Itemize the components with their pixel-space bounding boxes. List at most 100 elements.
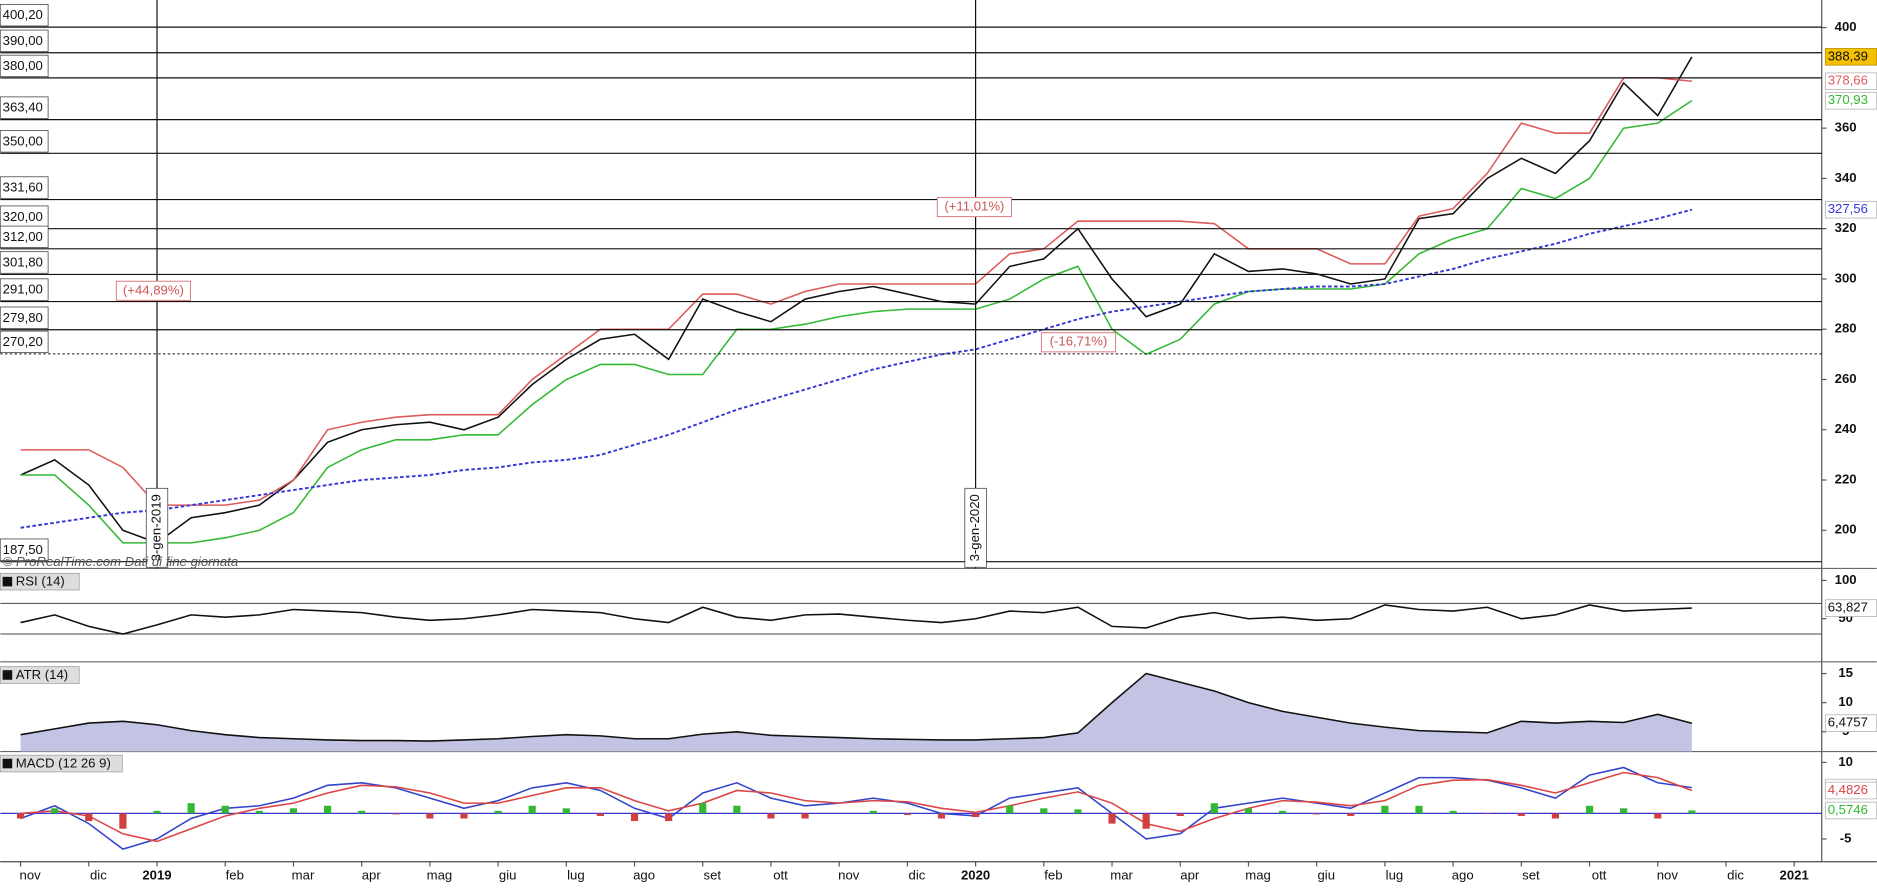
histogram-bar — [1142, 813, 1150, 829]
panel — [0, 766, 1822, 850]
histogram-bar — [51, 808, 59, 814]
y-tick-label: 200 — [1835, 522, 1857, 537]
series-line — [20, 208, 1693, 529]
annotation-box — [115, 280, 192, 301]
series-line — [20, 99, 1693, 544]
x-tick-label: mag — [427, 868, 453, 883]
level-label: 320,00 — [3, 209, 43, 224]
panel — [0, 602, 1822, 635]
panel-title-box — [0, 666, 80, 684]
level-label-box — [0, 251, 49, 274]
level-label-box — [0, 278, 49, 301]
histogram-bar — [699, 803, 707, 814]
y-tick-label: 400 — [1835, 19, 1857, 34]
histogram-bar — [630, 813, 639, 822]
histogram-bar — [153, 810, 161, 814]
level-label-box — [0, 176, 49, 199]
panel-title: ATR (14) — [16, 667, 68, 682]
y-tick-label: 300 — [1835, 270, 1857, 285]
x-tick-label: lug — [567, 868, 585, 883]
level-label: 363,40 — [3, 100, 43, 115]
histogram-bar — [1074, 809, 1082, 814]
histogram-bar — [903, 813, 911, 815]
level-label-box — [0, 4, 49, 27]
annotation: (+11,01%) — [944, 199, 1004, 214]
histogram-bar — [1381, 805, 1389, 814]
price-tag-label: 6,4757 — [1828, 715, 1868, 730]
histogram-bar — [221, 805, 229, 814]
annotation-box — [936, 196, 1012, 218]
x-tick-label: mar — [292, 868, 315, 883]
y-tick-label: 100 — [1835, 572, 1857, 587]
y-tick-label: 260 — [1835, 371, 1857, 386]
panel-title-swatch — [2, 670, 13, 680]
x-tick-label: ott — [1592, 868, 1607, 883]
panel-title: MACD (12 26 9) — [16, 756, 111, 771]
level-label: 350,00 — [3, 133, 43, 148]
histogram-bar — [16, 813, 25, 819]
level-label-box — [0, 306, 49, 329]
histogram-bar — [562, 808, 570, 814]
x-tick-label: apr — [1180, 868, 1200, 883]
y-tick-label: -5 — [1840, 830, 1852, 845]
histogram-bar — [1585, 805, 1594, 814]
histogram-bar — [119, 813, 127, 829]
level-label: 380,00 — [3, 58, 43, 73]
histogram-bar — [1688, 810, 1696, 814]
level-label: 187,50 — [3, 542, 43, 557]
watermark: © ProRealTime.com Dati di fine giornata — [3, 554, 239, 569]
level-label: 390,00 — [3, 33, 43, 48]
histogram-bar — [1244, 808, 1253, 814]
price-tag-label: 63,827 — [1828, 600, 1868, 615]
date-marker-box — [964, 487, 987, 568]
histogram-bar — [1483, 813, 1491, 814]
x-tick-label: set — [1522, 868, 1540, 883]
level-label-box — [0, 225, 49, 248]
histogram-bar — [1278, 810, 1287, 814]
price-tag-label: 388,39 — [1828, 48, 1868, 63]
panel-title-box — [0, 572, 80, 591]
histogram-bar — [801, 813, 809, 819]
panel-title: RSI (14) — [16, 574, 65, 589]
y-tick-label: 220 — [1835, 471, 1857, 486]
histogram-bar — [358, 810, 366, 814]
x-tick-label: apr — [362, 868, 382, 883]
date-marker-label: 3-gen-2020 — [967, 494, 982, 561]
price-tag-label: 4,4826 — [1828, 782, 1868, 797]
y-tick-label: 240 — [1835, 421, 1857, 436]
level-label-box — [0, 330, 49, 354]
histogram-bar — [972, 813, 980, 817]
histogram-bar — [392, 813, 400, 815]
level-label: 301,80 — [3, 255, 43, 270]
histogram-bar — [289, 808, 298, 814]
x-tick-label: set — [704, 868, 722, 883]
level-label-box — [0, 29, 49, 52]
histogram-bar — [323, 805, 332, 814]
histogram-bar — [1654, 813, 1662, 819]
histogram-bar — [1176, 813, 1184, 816]
panel — [20, 56, 1693, 544]
histogram-bar — [869, 810, 877, 814]
x-tick-label: feb — [226, 868, 244, 883]
histogram-bar — [937, 813, 946, 819]
x-tick-label: nov — [20, 868, 42, 883]
price-tag-label: 327,56 — [1828, 201, 1868, 216]
histogram-bar — [596, 813, 605, 816]
histogram-bar — [1040, 808, 1048, 814]
histogram-bar — [494, 810, 502, 814]
level-label: 331,60 — [3, 180, 43, 195]
histogram-bar — [1210, 803, 1218, 814]
level-label-box — [0, 130, 49, 153]
histogram-bar — [1313, 813, 1321, 815]
x-tick-label: 2019 — [142, 868, 171, 883]
histogram-bar — [1517, 813, 1525, 816]
panel-title-swatch — [2, 576, 13, 587]
x-tick-label: feb — [1044, 868, 1062, 883]
histogram-bar — [1347, 813, 1355, 816]
histogram-bar — [85, 813, 93, 822]
x-tick-label: giu — [499, 868, 517, 883]
annotation: (-16,71%) — [1050, 334, 1108, 349]
date-marker-label: 3-gen-2019 — [148, 494, 163, 561]
